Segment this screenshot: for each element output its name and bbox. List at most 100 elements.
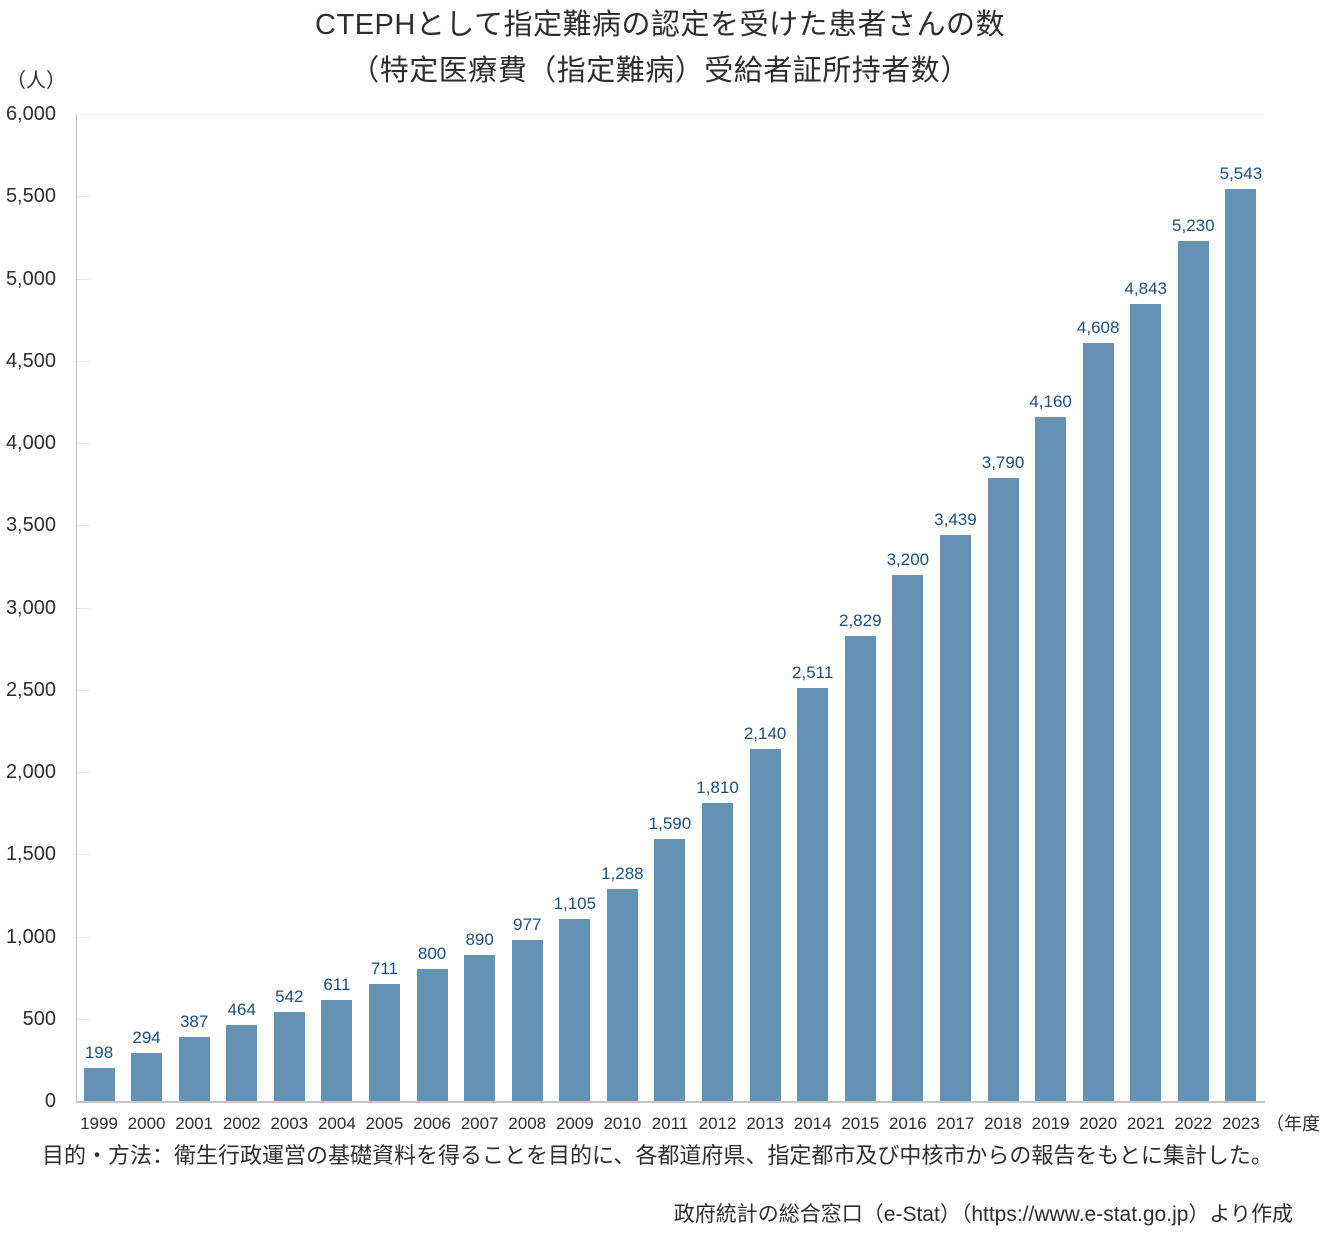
bar-value-label: 464 — [227, 999, 256, 1019]
bar-value-label: 4,843 — [1124, 279, 1168, 299]
bar-value-label: 4,608 — [1076, 317, 1120, 337]
bar-value-label: 890 — [465, 929, 494, 949]
x-tick-label: 2011 — [651, 1114, 689, 1133]
y-tick-label: 5,500 — [5, 185, 56, 208]
y-tick-mark — [77, 443, 90, 444]
x-axis-line — [76, 1101, 1265, 1103]
bar-value-label: 5,543 — [1219, 164, 1263, 184]
y-tick-mark — [77, 689, 90, 691]
x-tick-label: 2016 — [888, 1114, 927, 1133]
bar — [226, 1024, 258, 1101]
x-tick-label: 2018 — [984, 1114, 1022, 1133]
bar — [1130, 304, 1162, 1101]
bar — [606, 889, 638, 1101]
y-tick-label: 6,000 — [5, 103, 56, 125]
y-tick-label: 1,500 — [5, 843, 56, 866]
bar — [273, 1011, 305, 1101]
x-tick-label: 2014 — [793, 1114, 832, 1133]
chart-title: CTEPHとして指定難病の認定を受けた患者さんの数 （特定医療費（指定難病）受給… — [0, 2, 1320, 94]
source-attribution: 政府統計の総合窓口（e-Stat）（https://www.e-stat.go.… — [673, 1203, 1293, 1226]
x-tick-label: 2006 — [413, 1114, 451, 1133]
y-tick-label: 5,000 — [5, 267, 56, 290]
x-axis-unit-label: （年度） — [1266, 1114, 1320, 1134]
bar-value-label: 3,200 — [886, 549, 930, 569]
bar-value-label: 711 — [370, 959, 399, 979]
y-tick-label: 3,000 — [5, 596, 56, 619]
y-tick-label: 500 — [22, 1007, 56, 1030]
y-tick-mark — [77, 936, 90, 938]
y-tick-label: 0 — [44, 1090, 56, 1112]
x-tick-label: 2019 — [1031, 1114, 1070, 1133]
bar — [416, 969, 448, 1101]
y-tick-mark — [77, 196, 90, 198]
bar — [83, 1068, 115, 1101]
y-tick-mark — [77, 360, 90, 362]
y-tick-mark — [77, 525, 90, 527]
x-tick-label: 2003 — [270, 1114, 309, 1133]
bar — [702, 803, 734, 1101]
bar — [844, 635, 876, 1101]
bar-value-label: 1,105 — [553, 894, 597, 914]
bar — [559, 919, 591, 1101]
bar-value-label: 387 — [179, 1012, 209, 1032]
bar — [1082, 342, 1114, 1101]
bar — [511, 940, 543, 1101]
bar-value-label: 1,810 — [696, 778, 739, 798]
bar — [797, 687, 829, 1101]
bar-value-label: 2,140 — [743, 723, 787, 743]
bar-value-label: 2,511 — [792, 662, 834, 682]
x-tick-label: 2009 — [555, 1114, 594, 1133]
bar-value-label: 4,160 — [1029, 391, 1072, 411]
x-tick-label: 2023 — [1221, 1114, 1260, 1133]
x-tick-label: 2012 — [698, 1114, 737, 1133]
bar — [987, 477, 1019, 1101]
x-tick-label: 2013 — [746, 1114, 785, 1133]
x-tick-label: 2022 — [1174, 1114, 1213, 1133]
bar-value-label: 3,439 — [934, 510, 977, 530]
bar — [1035, 416, 1067, 1101]
y-tick-label: 3,500 — [5, 514, 56, 537]
bar-value-label: 1,288 — [601, 864, 644, 884]
y-tick-mark — [77, 854, 90, 856]
x-tick-label: 2001 — [175, 1114, 214, 1133]
bar — [654, 839, 686, 1101]
y-tick-mark — [77, 1018, 90, 1020]
x-tick-label: 2010 — [603, 1114, 642, 1133]
y-tick-mark — [77, 278, 90, 280]
bar — [131, 1052, 163, 1101]
y-tick-label: 2,000 — [5, 761, 56, 783]
y-tick-label: 4,000 — [5, 432, 56, 454]
bar-value-label: 800 — [417, 944, 447, 964]
bar-value-label: 198 — [84, 1043, 114, 1063]
bar-value-label: 1,590 — [648, 814, 692, 834]
bar — [464, 954, 496, 1101]
y-axis-line — [76, 114, 77, 1101]
bar-value-label: 3,790 — [981, 452, 1025, 472]
y-axis-unit-label: （人） — [6, 70, 66, 92]
bar-value-label: 2,829 — [838, 610, 882, 630]
x-tick-label: 2015 — [841, 1114, 880, 1133]
bar-value-label: 294 — [132, 1027, 161, 1047]
x-tick-label: 2004 — [317, 1114, 356, 1133]
bar-value-label: 611 — [323, 975, 351, 995]
chart-title-line1: CTEPHとして指定難病の認定を受けた患者さんの数 — [315, 9, 1005, 41]
bar — [178, 1037, 210, 1101]
bar — [939, 535, 971, 1101]
x-tick-label: 2000 — [127, 1114, 166, 1133]
bar — [1225, 189, 1257, 1101]
bar — [749, 748, 781, 1101]
x-tick-label: 2008 — [508, 1114, 547, 1133]
y-tick-label: 4,500 — [5, 349, 56, 372]
bar-value-label: 977 — [513, 915, 542, 935]
x-tick-label: 2021 — [1126, 1114, 1165, 1133]
x-tick-label: 2002 — [222, 1114, 261, 1133]
x-tick-label: 1999 — [80, 1114, 118, 1133]
footer-note: 目的・方法：衛生行政運営の基礎資料を得ることを目的に、各都道府県、指定都市及び中… — [42, 1143, 1273, 1168]
y-tick-mark — [77, 772, 90, 773]
bar — [1177, 240, 1209, 1101]
y-tick-label: 1,000 — [5, 925, 56, 948]
bar — [892, 574, 924, 1101]
y-tick-mark — [77, 607, 90, 609]
bar-value-label: 542 — [275, 986, 304, 1006]
